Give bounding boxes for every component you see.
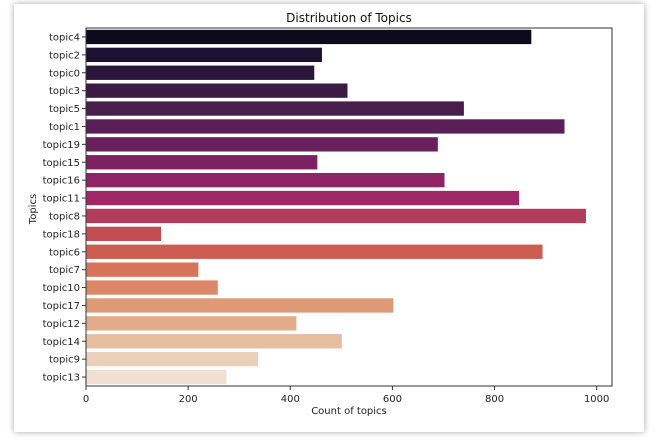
x-tick-label: 0 xyxy=(83,394,89,405)
y-tick-label: topic8 xyxy=(49,211,80,222)
topics-bar-chart: Distribution of Topics topic4topic2topic… xyxy=(28,11,613,417)
x-tick-label: 800 xyxy=(485,394,504,405)
bar-topic2 xyxy=(86,47,322,63)
y-tick-label: topic1 xyxy=(49,122,80,133)
bar-topic6 xyxy=(86,244,543,259)
y-tick-label: topic3 xyxy=(49,86,80,97)
y-tick-label: topic5 xyxy=(49,104,80,115)
bar-topic13 xyxy=(86,369,227,385)
y-tick-label: topic2 xyxy=(49,50,80,61)
y-tick-label: topic17 xyxy=(43,301,80,312)
bar-topic11 xyxy=(86,190,520,206)
bars-group xyxy=(86,29,586,385)
bar-topic18 xyxy=(86,226,162,242)
chart-frame: Distribution of Topics topic4 topic2 topic… xyxy=(14,4,644,432)
y-tick-label: topic0 xyxy=(49,68,80,79)
bar-topic7 xyxy=(86,262,199,277)
bar-topic5 xyxy=(86,101,464,116)
bar-topic19 xyxy=(86,137,438,152)
y-tick-label: topic14 xyxy=(43,337,80,348)
bar-topic15 xyxy=(86,155,318,170)
bar-topic3 xyxy=(86,83,348,98)
bar-topic8 xyxy=(86,208,586,224)
y-tick-labels: topic4 topic2 topic0 topic3 topic5 topic1 topi… xyxy=(43,32,86,384)
bar-topic14 xyxy=(86,334,342,349)
bar-topic1 xyxy=(86,119,565,134)
x-ticks: 0 200 400 600 800 1000 xyxy=(83,386,609,405)
y-tick-label: topic19 xyxy=(43,140,80,151)
chart-title: Distribution of Topics xyxy=(286,11,412,25)
bar-topic4 xyxy=(86,29,532,45)
bar-topic17 xyxy=(86,298,394,313)
y-tick-label: topic16 xyxy=(43,176,80,187)
bar-topic9 xyxy=(86,351,259,367)
y-tick-label: topic11 xyxy=(43,194,80,205)
bar-topic0 xyxy=(86,65,315,80)
x-axis-title: Count of topics xyxy=(311,406,387,417)
y-axis-title: Topics xyxy=(28,194,39,225)
x-tick-label: 1000 xyxy=(584,394,609,405)
y-tick-label: topic9 xyxy=(49,355,80,366)
y-tick-label: topic6 xyxy=(49,247,80,258)
x-tick-label: 600 xyxy=(383,394,402,405)
plot-area-border xyxy=(85,27,613,387)
y-tick-label: topic10 xyxy=(43,283,80,294)
y-tick-label: topic15 xyxy=(43,158,80,169)
bar-topic16 xyxy=(86,172,445,188)
bar-topic12 xyxy=(86,316,297,331)
x-tick-label: 200 xyxy=(179,394,198,405)
y-tick-label: topic4 xyxy=(49,32,80,43)
y-tick-label: topic18 xyxy=(43,229,80,240)
x-tick-label: 400 xyxy=(281,394,300,405)
bar-topic10 xyxy=(86,280,218,295)
y-tick-label: topic12 xyxy=(43,319,80,330)
axes xyxy=(85,27,613,387)
y-tick-label: topic13 xyxy=(43,373,80,384)
y-tick-label: topic7 xyxy=(49,265,80,276)
